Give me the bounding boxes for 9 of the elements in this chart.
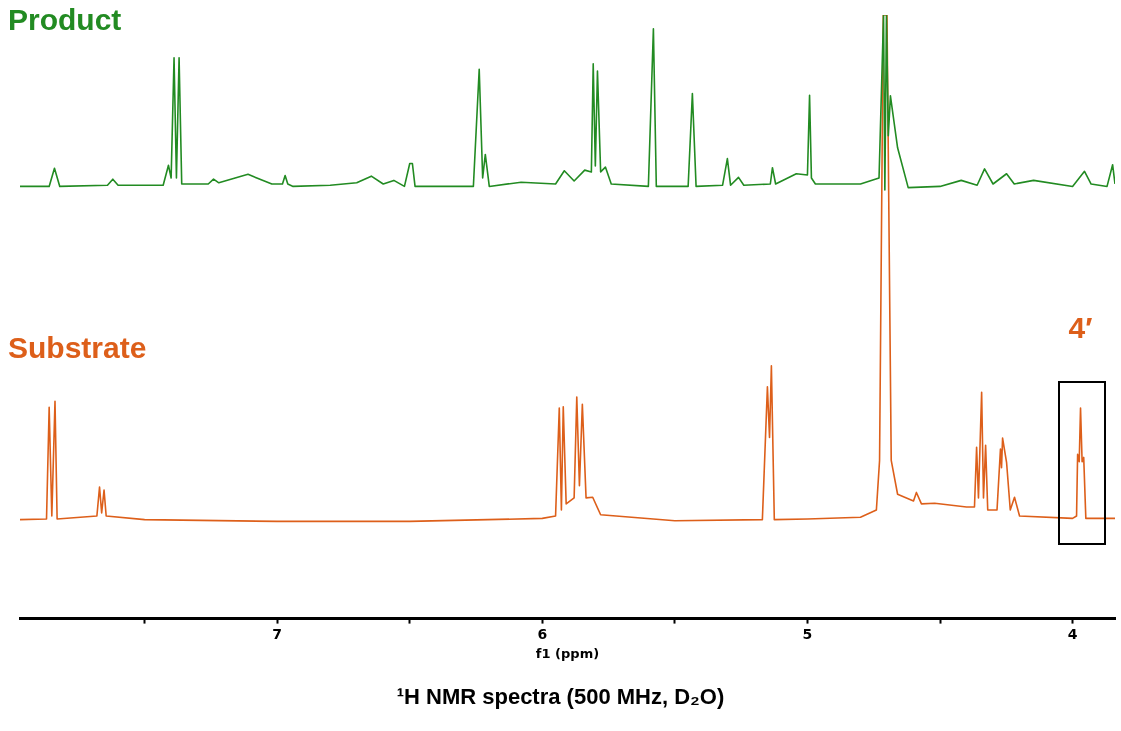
x-tick-label: 4 bbox=[1067, 625, 1078, 642]
x-tick-label: 5 bbox=[802, 625, 813, 642]
x-axis-title: f1 (ppm) bbox=[535, 645, 600, 661]
text: ¹H NMR spectra (500 MHz, D₂O) bbox=[395, 684, 726, 710]
annotation: 4′ bbox=[1068, 311, 1093, 345]
series-label: Product bbox=[8, 3, 122, 37]
series-label: Substrate bbox=[8, 330, 147, 364]
x-tick-label: 7 bbox=[272, 625, 283, 642]
x-tick-label: 6 bbox=[537, 625, 548, 642]
